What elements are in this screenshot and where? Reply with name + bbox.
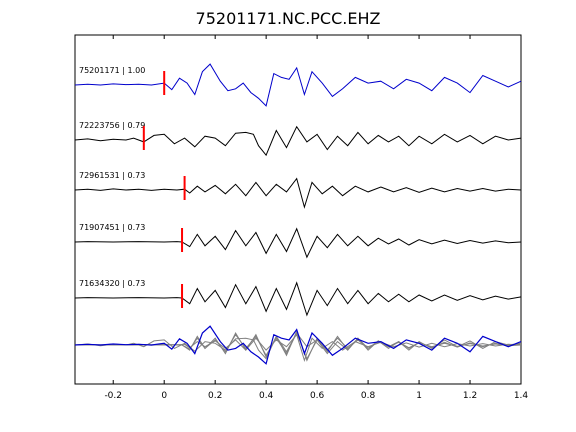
x-tick-label: 1.2 — [463, 391, 477, 401]
x-tick-label: 0.4 — [259, 391, 274, 401]
trace-label: 75201171 | 1.00 — [79, 66, 145, 75]
trace-label: 71907451 | 0.73 — [79, 223, 145, 232]
x-tick-label: 1 — [416, 391, 422, 401]
stacked-overlay — [74, 325, 522, 365]
trace-label: 72961531 | 0.73 — [79, 171, 145, 180]
waveform-line — [74, 227, 522, 259]
x-tick-label: 1.4 — [514, 391, 529, 401]
x-tick-label: 0.8 — [361, 391, 376, 401]
stacked-reference-waveform — [74, 325, 522, 365]
x-axis: -0.2 0 0.2 0.4 0.6 0.8 1 1.2 1.4 — [104, 35, 528, 401]
x-tick-label: 0.2 — [208, 391, 222, 401]
trace-label: 72223756 | 0.79 — [79, 121, 145, 130]
trace-label: 71634320 | 0.73 — [79, 279, 145, 288]
stacked-waveform — [74, 329, 522, 362]
x-tick-label: -0.2 — [104, 391, 122, 401]
waveform-line — [74, 281, 522, 317]
waveform-line — [74, 125, 522, 157]
chart-title: 75201171.NC.PCC.EHZ — [196, 9, 381, 28]
x-tick-label: 0 — [161, 391, 167, 401]
trace-group: 75201171 | 1.00 72223756 | 0.79 72961531 |… — [74, 63, 522, 317]
stacked-waveform — [74, 333, 522, 363]
waveform-line — [74, 177, 522, 209]
plot-frame — [74, 34, 522, 385]
stacked-waveform — [74, 332, 522, 360]
x-tick-label: 0.6 — [310, 391, 325, 401]
waveform-line — [74, 63, 522, 107]
